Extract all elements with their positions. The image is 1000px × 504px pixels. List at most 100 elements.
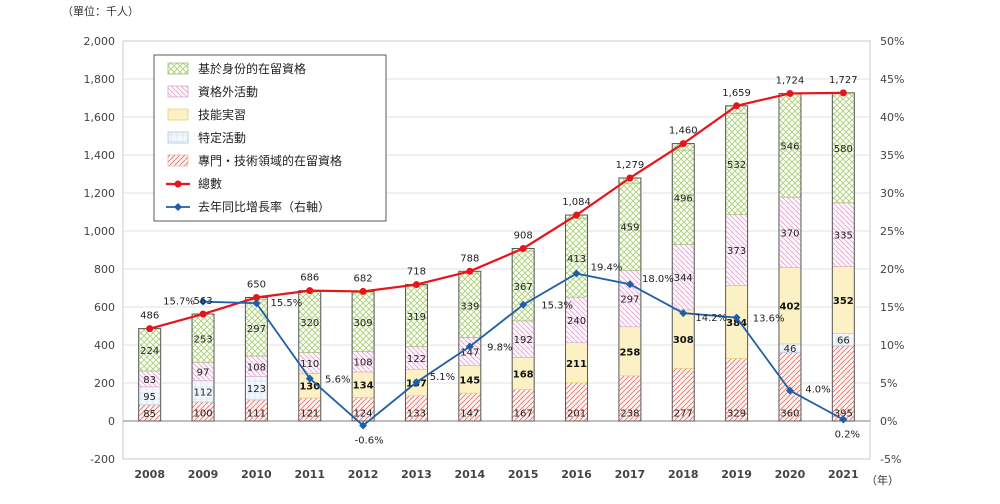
x-tick-label: 2016	[561, 468, 592, 481]
legend-box	[154, 55, 386, 221]
totals-label: 1,724	[776, 75, 805, 86]
totals-label: 486	[140, 311, 159, 322]
segment-label: 367	[514, 282, 533, 293]
segment-label: 211	[566, 359, 587, 370]
x-unit-label: （年）	[866, 473, 899, 487]
x-tick-label: 2017	[615, 468, 646, 481]
legend-swatch	[168, 86, 188, 97]
legend-label: 基於身份的在留資格	[198, 61, 306, 76]
growth-label: 5.1%	[430, 372, 455, 383]
segment-label: 339	[460, 301, 479, 312]
segment-label: 201	[567, 408, 586, 419]
growth-label: 15.7%	[163, 297, 195, 308]
totals-point	[786, 90, 793, 97]
segment-label: 335	[834, 231, 853, 242]
y-right-tick-label: -5%	[880, 453, 901, 466]
segment-label: 111	[247, 408, 266, 419]
segment-label: 277	[674, 408, 693, 419]
segment-label: 308	[673, 335, 694, 346]
growth-label: 5.6%	[325, 374, 350, 385]
growth-label: 14.2%	[695, 313, 727, 324]
segment-label: 95	[143, 392, 156, 403]
x-tick-label: 2020	[775, 468, 806, 481]
totals-point	[840, 89, 847, 96]
totals-label: 1,460	[669, 126, 698, 137]
segment-label: 370	[780, 228, 799, 239]
totals-point	[306, 287, 313, 294]
totals-label: 682	[354, 273, 373, 284]
y-left-tick-label: -200	[90, 453, 115, 466]
y-left-tick-label: 1,800	[84, 73, 116, 86]
segment-label: 413	[567, 254, 586, 265]
x-tick-label: 2013	[401, 468, 432, 481]
totals-label: 718	[407, 267, 426, 278]
y-right-tick-label: 0%	[880, 415, 897, 428]
legend-label: 特定活動	[198, 130, 246, 145]
segment-label: 320	[300, 318, 319, 329]
segment-label: 580	[834, 144, 853, 155]
x-tick-label: 2021	[828, 468, 859, 481]
growth-label: 13.6%	[753, 314, 785, 325]
segment-label: 546	[780, 141, 799, 152]
unit-label: （單位：千人）	[62, 4, 139, 18]
growth-label: 9.8%	[487, 343, 512, 354]
segment-label: 123	[247, 384, 266, 395]
legend-swatch	[168, 132, 188, 143]
legend-label: 技能実習	[198, 107, 246, 122]
y-left-tick-label: 400	[94, 339, 115, 352]
totals-label: 1,279	[616, 160, 645, 171]
legend-swatch	[168, 63, 188, 74]
segment-label: 134	[353, 381, 374, 392]
y-left-tick-label: 800	[94, 263, 115, 276]
totals-label: 908	[514, 230, 533, 241]
segment-label: 100	[193, 408, 212, 419]
y-left-tick-label: 2,000	[84, 35, 116, 48]
y-right-tick-label: 25%	[880, 225, 904, 238]
segment-label: 360	[780, 408, 799, 419]
totals-point	[413, 281, 420, 288]
segment-label: 319	[407, 312, 426, 323]
y-right-tick-label: 35%	[880, 149, 904, 162]
totals-label: 1,084	[562, 197, 591, 208]
legend-label: 資格外活動	[198, 84, 258, 99]
totals-label: 788	[460, 253, 479, 264]
legend: 基於身份的在留資格資格外活動技能実習特定活動專門・技術領域的在留資格總數去年同比…	[154, 55, 386, 221]
segment-label: 124	[354, 408, 373, 419]
totals-point	[733, 102, 740, 109]
segment-label: 145	[459, 375, 480, 386]
x-tick-label: 2009	[188, 468, 219, 481]
growth-label: 15.5%	[271, 298, 303, 309]
y-right-tick-label: 20%	[880, 263, 904, 276]
totals-point	[146, 325, 153, 332]
segment-label: 253	[193, 334, 212, 345]
growth-label: 18.0%	[642, 274, 674, 285]
y-right-tick-label: 30%	[880, 187, 904, 200]
totals-point	[200, 311, 207, 318]
segment-label: 112	[193, 387, 212, 398]
segment-label: 122	[407, 354, 426, 365]
segment-label: 344	[674, 273, 693, 284]
segment-label: 83	[143, 375, 156, 386]
segment-label: 459	[620, 223, 639, 234]
x-tick-label: 2014	[455, 468, 486, 481]
x-tick-label: 2010	[241, 468, 272, 481]
y-left-tick-label: 200	[94, 377, 115, 390]
x-tick-label: 2008	[134, 468, 165, 481]
growth-label: 0.2%	[835, 429, 860, 440]
totals-point	[680, 140, 687, 147]
legend-swatch	[168, 155, 188, 166]
segment-label: 66	[837, 336, 850, 347]
y-right-tick-label: 15%	[880, 301, 904, 314]
y-left-tick-label: 1,600	[84, 111, 116, 124]
segment-label: 224	[140, 346, 159, 357]
segment-label: 168	[513, 369, 534, 380]
y-right-tick-label: 50%	[880, 35, 904, 48]
segment-label: 402	[780, 302, 801, 313]
growth-label: 15.3%	[541, 301, 573, 312]
totals-label: 1,727	[829, 75, 858, 86]
x-tick-label: 2015	[508, 468, 539, 481]
totals-point	[466, 268, 473, 275]
growth-label: 19.4%	[591, 263, 623, 274]
segment-label: 329	[727, 408, 746, 419]
